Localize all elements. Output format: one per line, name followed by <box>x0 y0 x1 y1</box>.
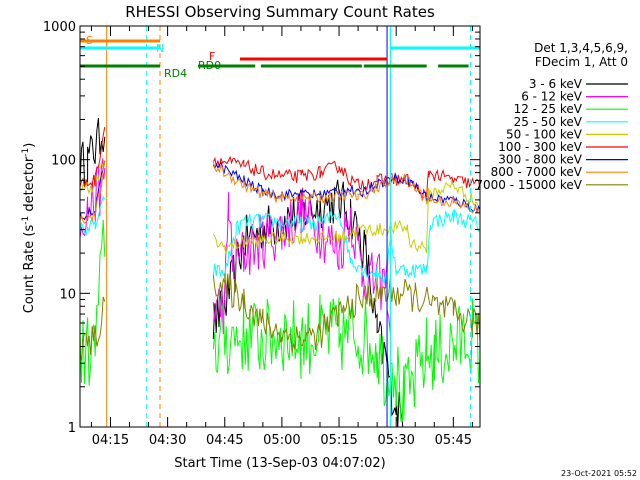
legend-entry-label: 3 - 6 keV <box>529 77 583 91</box>
x-tick-label: 05:45 <box>435 433 472 448</box>
legend-entry-label: 12 - 25 keV <box>514 102 583 116</box>
legend-entry-label: 6 - 12 keV <box>521 90 583 104</box>
axes: 04:15 04:30 04:45 05:00 05:15 05:30 05:45 1 10 10… <box>43 20 481 448</box>
series-line-25-50-kev <box>80 195 480 284</box>
legend-entry-label: 300 - 800 keV <box>498 153 582 167</box>
x-tick-label: 04:30 <box>149 433 186 448</box>
x-tick-label: 05:30 <box>377 433 414 448</box>
legend-entry-label: 7000 - 15000 keV <box>475 178 582 192</box>
series-line-6-12-kev <box>80 158 391 335</box>
y-axis-label: Count Rate (s-1 detector-1) <box>21 143 37 314</box>
series-line-3-6-kev <box>80 117 404 427</box>
y-tick-label: 100 <box>51 154 76 169</box>
plot-frame <box>79 25 481 428</box>
series-line-12-25-kev <box>80 219 480 422</box>
series-line-7000-15000-kev <box>80 273 480 361</box>
x-tick-label: 04:45 <box>206 433 243 448</box>
state-label-f: F <box>209 50 215 63</box>
legend-header-line-1: Det 1,3,4,5,6,9, <box>534 41 628 55</box>
y-tick-label: 10 <box>59 287 76 302</box>
chart-title: RHESSI Observing Summary Count Rates <box>125 3 435 21</box>
x-tick-label: 05:00 <box>263 433 300 448</box>
legend-entry-label: 100 - 300 keV <box>498 140 582 154</box>
y-tick-label: 1 <box>68 421 76 436</box>
y-tick-label: 1000 <box>43 20 76 35</box>
footer-timestamp: 23-Oct-2021 05:52 <box>561 469 637 478</box>
state-label-s: S <box>86 34 93 47</box>
x-tick-label: 05:15 <box>320 433 357 448</box>
legend: Det 1,3,4,5,6,9, FDecim 1, Att 0 3 - 6 k… <box>475 41 628 192</box>
state-label-rd4: RD4 <box>164 67 187 80</box>
state-label-n: N <box>156 42 164 55</box>
legend-header-line-2: FDecim 1, Att 0 <box>535 55 628 69</box>
state-label-rd0: RD0 <box>198 59 221 72</box>
x-tick-label: 04:15 <box>92 433 129 448</box>
legend-entry-label: 25 - 50 keV <box>514 115 583 129</box>
series-line-800-7000-kev <box>80 160 480 225</box>
plot-clip-group <box>80 26 480 427</box>
x-axis-label: Start Time (13-Sep-03 04:07:02) <box>174 456 385 471</box>
legend-entry-label: 50 - 100 keV <box>506 127 583 141</box>
legend-entry-label: 800 - 7000 keV <box>491 165 583 179</box>
series-line-100-300-kev <box>80 126 480 201</box>
